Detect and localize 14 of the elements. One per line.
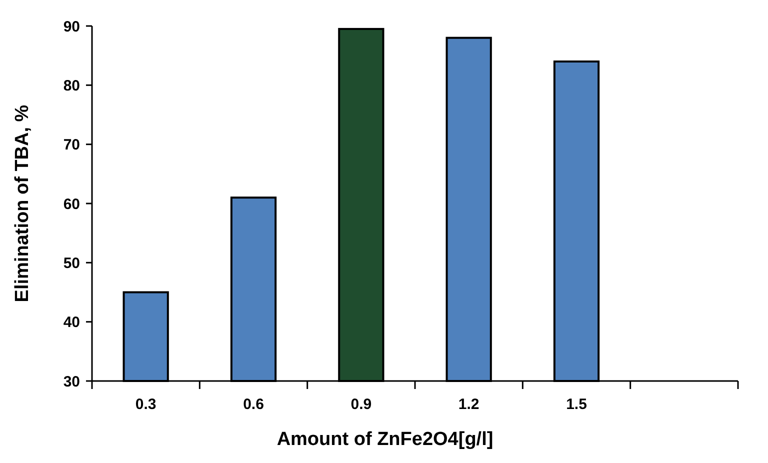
x-tick-label: 0.3 [135,396,156,413]
x-tick-label: 0.9 [350,396,372,413]
y-tick-label: 50 [63,254,80,272]
y-tick-label: 80 [63,77,80,94]
x-tick-label: 1.2 [458,396,480,413]
y-axis-title: Elimination of TBA, % [12,104,33,302]
y-tick-label: 60 [63,196,80,213]
x-tick-label: 0.6 [243,396,264,413]
y-tick-label: 30 [63,373,80,390]
y-tick-label: 70 [63,136,80,154]
x-tick-label: 1.5 [566,396,587,413]
y-tick-label: 40 [63,314,80,332]
y-tick-label: 90 [63,18,80,36]
x-axis-title: Amount of ZnFe2O4[g/l] [276,429,494,450]
